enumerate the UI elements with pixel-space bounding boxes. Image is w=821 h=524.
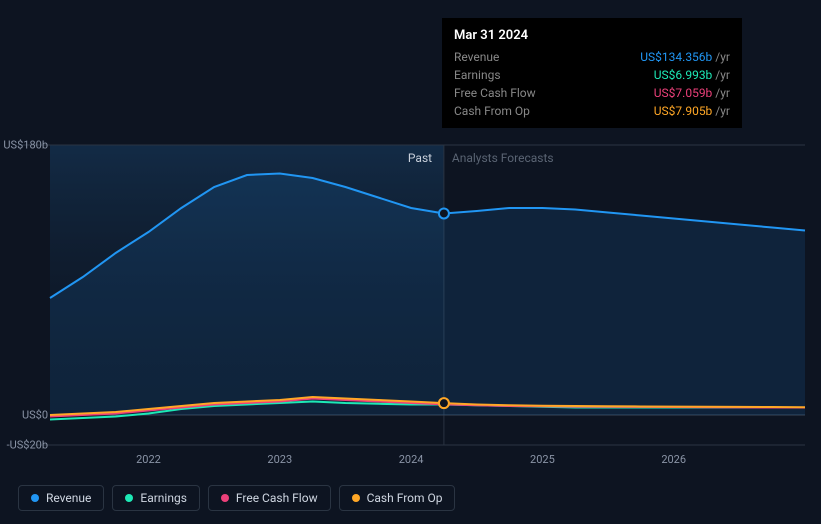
x-axis-label: 2026 (661, 453, 686, 466)
legend-label: Earnings (140, 491, 187, 505)
legend-label: Cash From Op (367, 491, 443, 505)
legend-dot-icon (221, 494, 229, 502)
tooltip-label: Earnings (454, 66, 501, 84)
y-axis-label: US$0 (22, 409, 48, 422)
tooltip-unit: /yr (715, 104, 730, 118)
tooltip-row: Earnings US$6.993b/yr (454, 66, 730, 84)
legend-dot-icon (31, 494, 39, 502)
x-axis-label: 2024 (399, 453, 424, 466)
y-axis-label: -US$20b (7, 439, 48, 452)
x-axis-label: 2022 (136, 453, 161, 466)
tooltip-value: US$134.356b (640, 50, 712, 64)
tooltip-row: Revenue US$134.356b/yr (454, 48, 730, 66)
y-axis-label: US$180b (3, 139, 48, 152)
legend: Revenue Earnings Free Cash Flow Cash From O… (18, 485, 455, 511)
past-label: Past (408, 151, 432, 165)
tooltip-unit: /yr (715, 68, 730, 82)
tooltip-value: US$6.993b (654, 68, 713, 82)
tooltip-unit: /yr (715, 86, 730, 100)
legend-label: Free Cash Flow (236, 491, 318, 505)
tooltip-row: Cash From Op US$7.905b/yr (454, 102, 730, 120)
tooltip-row: Free Cash Flow US$7.059b/yr (454, 84, 730, 102)
chart-tooltip: Mar 31 2024 RevenueUS$134.356b/yrEarning… (442, 18, 742, 128)
tooltip-value: US$7.905b (654, 104, 713, 118)
tooltip-title: Mar 31 2024 (454, 26, 730, 46)
legend-item-revenue[interactable]: Revenue (18, 485, 104, 511)
x-axis-label: 2025 (530, 453, 555, 466)
tooltip-value: US$7.059b (654, 86, 713, 100)
legend-dot-icon (352, 494, 360, 502)
financial-chart: US$180bUS$0-US$20b 20222023202420252026 … (0, 0, 821, 524)
x-axis-label: 2023 (267, 453, 292, 466)
legend-item-cash-from-op[interactable]: Cash From Op (339, 485, 456, 511)
tooltip-label: Cash From Op (454, 102, 530, 120)
legend-item-earnings[interactable]: Earnings (112, 485, 200, 511)
tooltip-unit: /yr (715, 50, 730, 64)
tooltip-label: Free Cash Flow (454, 84, 536, 102)
legend-item-free-cash-flow[interactable]: Free Cash Flow (208, 485, 331, 511)
tooltip-label: Revenue (454, 48, 499, 66)
legend-dot-icon (125, 494, 133, 502)
legend-label: Revenue (46, 491, 91, 505)
forecast-label: Analysts Forecasts (452, 151, 554, 165)
